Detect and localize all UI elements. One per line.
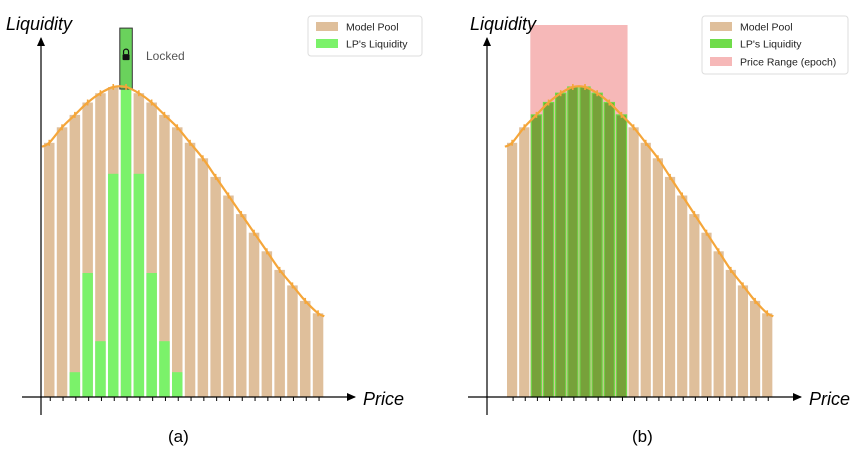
- model-pool-bar: [172, 127, 183, 398]
- model-pool-bar: [737, 285, 749, 397]
- legend-swatch-lp-liquidity-a: [316, 39, 338, 48]
- model-pool-bar: [701, 232, 712, 397]
- x-axis-label-b: Price: [809, 389, 850, 409]
- lp-liquidity-bar: [146, 273, 157, 397]
- model-pool-bar: [677, 195, 688, 397]
- model-pool-bar: [604, 102, 615, 397]
- model-pool-bar: [519, 127, 530, 398]
- lp-liquidity-bar: [159, 341, 170, 397]
- legend-a: Model Pool LP's Liquidity: [307, 15, 423, 57]
- model-pool-bar: [592, 93, 603, 397]
- lp-liquidity-bar: [95, 341, 106, 397]
- legend-swatch-lp-liquidity-b: [710, 39, 732, 48]
- legend-label-lp-liquidity-b: LP's Liquidity: [740, 39, 802, 51]
- model-pool-bar: [184, 142, 196, 397]
- model-pool-curve-b: [504, 85, 774, 318]
- lp-liquidity-bar: [172, 372, 183, 397]
- panel-label-a: (a): [168, 427, 189, 446]
- model-pool-bar: [248, 232, 260, 397]
- model-pool-bar: [300, 300, 311, 397]
- model-pool-bar: [689, 214, 700, 397]
- legend-swatch-model-pool-b: [710, 22, 732, 31]
- model-pool-bar: [616, 114, 627, 398]
- legend-label-model-pool-b: Model Pool: [740, 22, 793, 34]
- model-pool-bar: [95, 93, 106, 397]
- model-pool-curve-a: [41, 85, 325, 318]
- curve-markers-b: [511, 84, 769, 317]
- model-pool-bar: [762, 313, 773, 397]
- curve-markers-a: [48, 84, 319, 317]
- model-pool-bar: [223, 195, 234, 397]
- lock-icon-shackle: [122, 48, 130, 55]
- model-pool-bar: [725, 269, 736, 397]
- model-pool-bar: [640, 142, 651, 397]
- panel-a: Liquidity Price (a) Locked Model Pool LP…: [6, 14, 423, 446]
- x-axis-label-a: Price: [363, 389, 404, 409]
- legend-swatch-price-range: [710, 57, 732, 66]
- x-ticks-b: [512, 397, 769, 401]
- legend-label-price-range: Price Range (epoch): [740, 57, 836, 69]
- model-pool-bar: [531, 114, 542, 398]
- model-pool-bar: [652, 158, 663, 397]
- model-pool-bar: [210, 176, 221, 397]
- model-pool-bar: [159, 114, 170, 398]
- panel-b: Liquidity Price (b) Model Pool LP's Liqu…: [468, 14, 850, 446]
- legend-label-lp-liquidity-a: LP's Liquidity: [346, 39, 408, 51]
- legend-frame-b: [701, 15, 849, 75]
- y-axis-label-b: Liquidity: [470, 14, 537, 34]
- model-pool-bar: [287, 285, 298, 397]
- panel-label-b: (b): [632, 427, 653, 446]
- model-pool-bar: [664, 176, 676, 397]
- locked-annotation: Locked: [146, 49, 185, 63]
- model-pool-bar: [56, 127, 68, 398]
- model-pool-bar: [567, 87, 578, 397]
- legend-swatch-model-pool-a: [316, 22, 338, 31]
- legend-label-model-pool-a: Model Pool: [346, 22, 399, 34]
- lp-liquidity-bar: [120, 87, 132, 397]
- locked-position: [119, 27, 133, 90]
- bars-a: [44, 87, 324, 398]
- model-pool-bar: [261, 251, 273, 397]
- model-pool-bar: [628, 127, 639, 398]
- lp-liquidity-bar: [133, 173, 145, 397]
- model-pool-bar: [579, 87, 591, 397]
- model-pool-bar: [44, 142, 55, 397]
- model-pool-bar: [543, 102, 554, 397]
- model-pool-bar: [312, 313, 324, 397]
- lp-liquidity-bar: [82, 273, 93, 397]
- lp-liquidity-bar: [108, 173, 119, 397]
- model-pool-bar: [507, 142, 518, 397]
- y-axis-label-a: Liquidity: [6, 14, 73, 34]
- model-pool-bar: [146, 102, 157, 397]
- model-pool-bar: [750, 300, 761, 397]
- model-pool-bar: [82, 102, 93, 397]
- model-pool-bar: [555, 93, 566, 397]
- lp-liquidity-bar: [69, 372, 81, 397]
- model-pool-bar: [69, 114, 81, 398]
- model-pool-bar: [197, 158, 209, 397]
- x-ticks-a: [49, 397, 320, 401]
- lock-icon: [122, 54, 130, 61]
- model-pool-bar: [236, 214, 247, 397]
- legend-b: Model Pool LP's Liquidity Price Range (e…: [701, 15, 849, 75]
- model-pool-bar: [274, 269, 285, 397]
- model-pool-bar: [713, 251, 724, 397]
